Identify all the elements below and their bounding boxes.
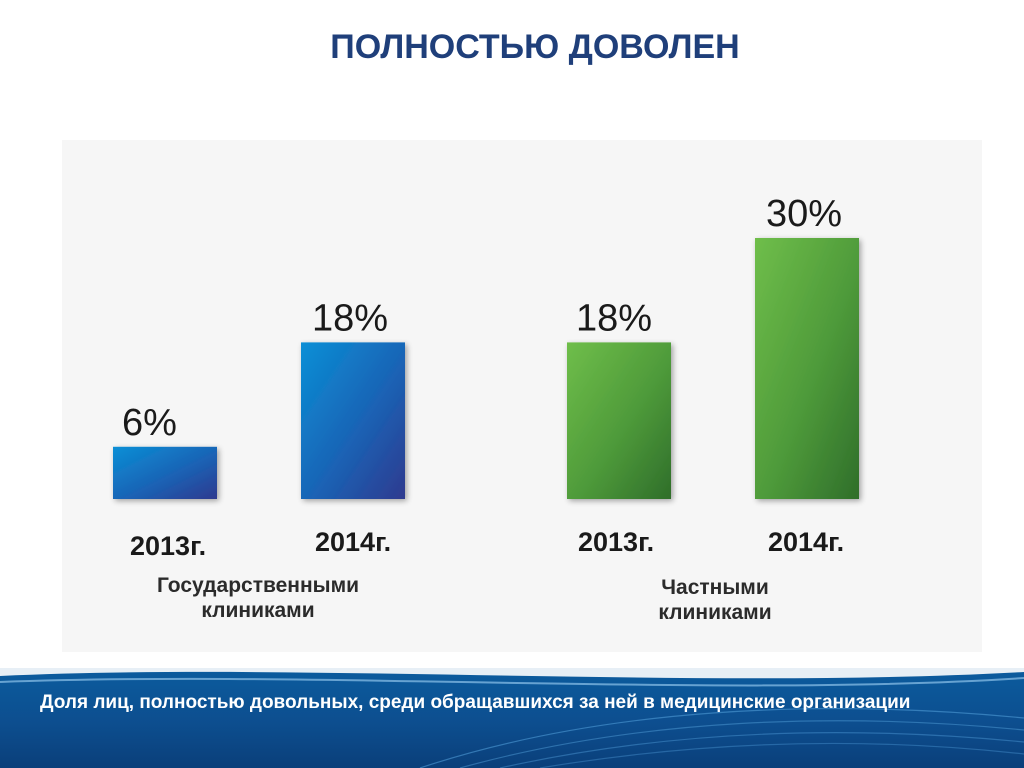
data-label: 18% — [312, 297, 388, 339]
group-label-public-clinics: Государственными клиниками — [156, 574, 360, 622]
bar-private-2014 — [755, 238, 859, 499]
footer-banner — [0, 668, 1024, 768]
group-label-private-clinics: Частными клиниками — [658, 576, 772, 624]
data-label: 18% — [576, 297, 652, 339]
footer-swoosh-decoration — [0, 668, 1024, 768]
x-tick-label: 2013г. — [130, 531, 206, 561]
bar-public-2014 — [301, 342, 405, 499]
bar-private-2013 — [567, 342, 671, 499]
x-tick-label: 2014г. — [315, 527, 391, 557]
x-tick-label: 2013г. — [578, 527, 654, 557]
footer-caption: Доля лиц, полностью довольных, среди обр… — [40, 692, 911, 713]
data-label: 6% — [122, 402, 177, 444]
x-tick-label: 2014г. — [768, 527, 844, 557]
data-label: 30% — [766, 193, 842, 235]
bar-public-2013 — [113, 446, 217, 499]
slide-title: ПОЛНОСТЬЮ ДОВОЛЕН — [330, 28, 740, 66]
